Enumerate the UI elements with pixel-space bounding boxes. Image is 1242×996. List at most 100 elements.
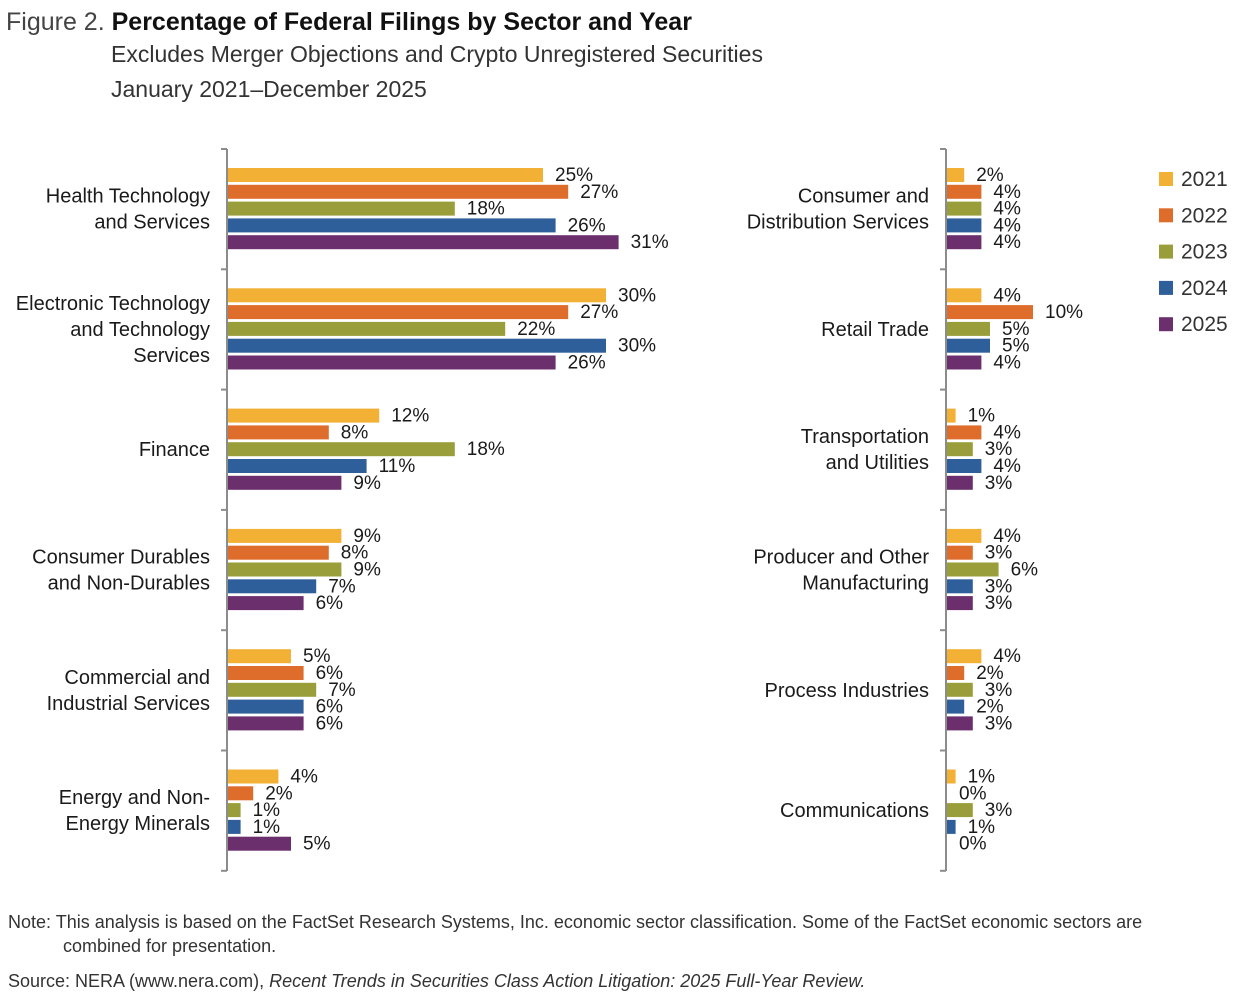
bar-2025 <box>228 716 304 731</box>
category-label-line: Consumer Durables <box>32 547 210 569</box>
bar-2024 <box>947 699 965 714</box>
data-label: 3% <box>985 473 1013 494</box>
data-label: 30% <box>618 336 656 357</box>
category-label: Energy and Non- Energy Minerals <box>59 787 210 835</box>
data-label: 5% <box>1002 336 1030 357</box>
bar-2021 <box>947 408 956 423</box>
chart-title: Percentage of Federal Filings by Sector … <box>111 8 692 36</box>
bar-2023 <box>947 201 982 216</box>
bar-2025 <box>228 596 304 611</box>
category-label-line: Services <box>133 345 210 367</box>
bar-2022 <box>228 305 569 320</box>
bar-2022 <box>947 545 973 560</box>
legend: 2021 2022 2023 2024 2025 <box>1159 168 1228 336</box>
legend-swatch <box>1159 172 1173 186</box>
category-label: Electronic Technology and Technology Servi… <box>16 293 210 367</box>
bar-2022 <box>947 184 982 199</box>
bar-2024 <box>228 459 367 473</box>
category-label-line: and Services <box>94 212 210 234</box>
bar-chart: Health Technology and Services25%27%18%26… <box>16 148 1228 872</box>
category-label-line: Health Technology <box>46 186 210 208</box>
legend-label: 2023 <box>1181 241 1228 264</box>
data-label: 4% <box>993 422 1021 443</box>
data-label: 7% <box>328 680 356 701</box>
bar-2022 <box>228 545 329 560</box>
data-label: 10% <box>1045 302 1083 323</box>
category-label: Commercial and Industrial Services <box>47 667 210 715</box>
legend-swatch <box>1159 208 1173 223</box>
data-label: 1% <box>968 817 996 838</box>
data-label: 9% <box>353 560 381 581</box>
category-label-line: and Utilities <box>826 452 929 474</box>
data-label: 22% <box>517 319 555 340</box>
source-prefix: Source: NERA (www.nera.com), <box>8 971 270 991</box>
note-line-2: combined for presentation. <box>63 936 277 956</box>
figure-header: Figure 2. Percentage of Federal Filings … <box>6 6 692 38</box>
data-label: 4% <box>993 646 1021 667</box>
bar-2025 <box>947 355 982 370</box>
bar-2022 <box>228 786 254 801</box>
bar-2024 <box>228 218 556 233</box>
data-label: 8% <box>341 422 369 443</box>
data-label: 9% <box>353 473 381 494</box>
data-label: 0% <box>959 834 987 855</box>
bar-2024 <box>228 338 606 353</box>
category-label-line: Energy Minerals <box>65 813 210 835</box>
data-label: 31% <box>631 232 669 253</box>
data-label: 1% <box>253 800 281 821</box>
bar-2023 <box>947 321 990 336</box>
data-label: 11% <box>379 456 416 477</box>
bar-2024 <box>947 579 973 594</box>
category-label: Finance <box>139 439 210 461</box>
category-label: Transportation and Utilities <box>801 426 929 474</box>
category-label-line: Consumer and <box>798 186 929 208</box>
data-label: 26% <box>568 353 606 374</box>
category-label-line: Process Industries <box>764 680 929 702</box>
category-label-line: Producer and Other <box>753 547 929 569</box>
data-label: 26% <box>568 215 606 236</box>
data-label: 8% <box>341 543 369 564</box>
bar-2022 <box>228 425 329 440</box>
data-label: 3% <box>985 680 1013 701</box>
bar-2021 <box>228 408 380 423</box>
bar-2023 <box>228 442 455 457</box>
data-label: 30% <box>618 285 656 306</box>
data-label: 18% <box>467 199 505 220</box>
bar-2021 <box>228 168 543 182</box>
data-label: 3% <box>985 713 1013 734</box>
bar-2023 <box>228 562 342 577</box>
data-label: 4% <box>993 215 1021 236</box>
bar-2024 <box>947 459 982 473</box>
bar-2021 <box>947 528 982 543</box>
data-label: 3% <box>985 800 1013 821</box>
bar-2021 <box>947 288 982 303</box>
data-label: 4% <box>993 456 1021 477</box>
data-label: 1% <box>253 817 281 838</box>
data-label: 6% <box>316 593 344 614</box>
legend-swatch <box>1159 244 1173 259</box>
bar-2025 <box>947 475 973 490</box>
legend-label: 2021 <box>1181 168 1228 191</box>
data-label: 4% <box>993 182 1021 203</box>
legend-swatch <box>1159 317 1173 332</box>
data-label: 1% <box>968 406 996 427</box>
category-label-line: Electronic Technology <box>16 293 210 315</box>
chart-date-range: January 2021–December 2025 <box>111 76 427 102</box>
chart-panel-1: Health Technology and Services25%27%18%26… <box>16 148 669 872</box>
data-label: 1% <box>968 767 996 788</box>
category-label-line: Finance <box>139 439 210 461</box>
data-label: 5% <box>1002 319 1030 340</box>
category-label-line: and Technology <box>70 319 210 341</box>
bar-2022 <box>947 666 965 680</box>
data-label: 2% <box>976 697 1004 718</box>
bar-2021 <box>947 769 956 784</box>
data-label: 4% <box>993 285 1021 306</box>
figure-label: Figure 2. <box>6 8 105 36</box>
data-label: 25% <box>555 165 593 186</box>
data-label: 2% <box>976 663 1004 684</box>
category-label: Process Industries <box>764 680 929 702</box>
bar-2023 <box>947 682 973 697</box>
data-label: 9% <box>353 526 381 547</box>
legend-swatch <box>1159 280 1173 295</box>
bar-2024 <box>228 819 241 834</box>
